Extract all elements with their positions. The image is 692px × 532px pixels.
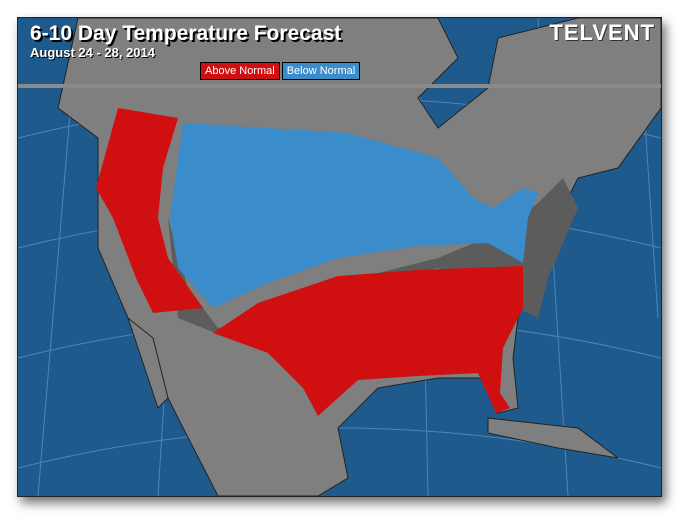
telvent-logo: TELVENT bbox=[549, 20, 655, 45]
forecast-map: 6-10 Day Temperature Forecast August 24 … bbox=[17, 17, 662, 497]
legend-below-normal: Below Normal bbox=[281, 62, 361, 80]
legend-above-normal: Above Normal bbox=[200, 62, 280, 80]
above-normal-south bbox=[213, 266, 523, 416]
above-normal-west bbox=[96, 108, 203, 313]
map-title: 6-10 Day Temperature Forecast bbox=[30, 22, 342, 45]
below-normal-region bbox=[170, 123, 538, 308]
near-normal-region bbox=[168, 178, 578, 338]
header-divider bbox=[18, 84, 661, 88]
map-graphic bbox=[18, 18, 661, 496]
date-range: August 24 - 28, 2014 bbox=[30, 45, 155, 60]
legend: Above Normal Below Normal bbox=[200, 62, 361, 80]
